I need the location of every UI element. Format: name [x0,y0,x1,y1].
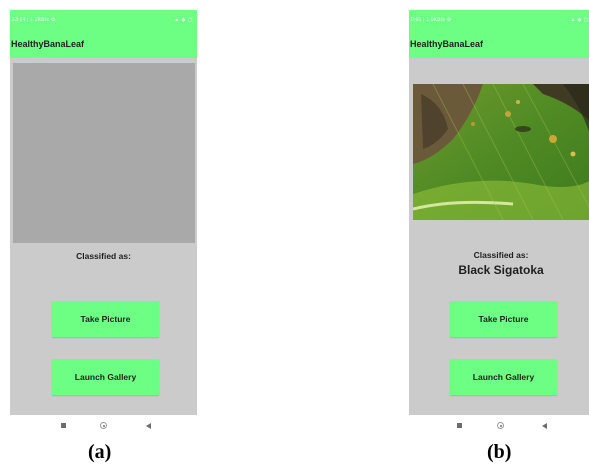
phone-screen-b: 0:01 | 1.0KB/s ⚙ ▲ ◆ ▢ HealthyBanaLeaf [409,10,589,438]
classified-label: Classified as: [76,251,131,261]
image-preview-empty [13,63,195,243]
leaf-photo [413,84,589,220]
classified-label: Classified as: [473,250,529,260]
launch-gallery-button[interactable]: Launch Gallery [450,359,557,395]
back-icon[interactable] [542,423,547,429]
app-title: HealthyBanaLeaf [11,39,85,49]
recents-icon[interactable] [457,423,462,428]
app-title: HealthyBanaLeaf [410,39,484,49]
app-bar: HealthyBanaLeaf [10,34,197,58]
caption-a: (a) [88,441,112,463]
caption-b: (b) [487,441,512,463]
phone-screen-a: 23:14 | 1.2KB/s ⚙ ▲ ◆ ▢ HealthyBanaLeaf … [10,10,197,438]
navigation-bar [409,415,589,438]
recents-icon[interactable] [61,423,66,428]
back-icon[interactable] [146,423,151,429]
home-icon[interactable] [100,422,107,429]
take-picture-button[interactable]: Take Picture [52,301,159,337]
status-bar-time: 0:01 | 1.0KB/s ⚙ [411,17,452,23]
home-icon[interactable] [497,422,504,429]
take-picture-button[interactable]: Take Picture [450,301,557,337]
app-bar: HealthyBanaLeaf [409,34,589,58]
main-content: Classified as: Black Sigatoka Take Pictu… [409,58,589,415]
status-bar: 23:14 | 1.2KB/s ⚙ ▲ ◆ ▢ [10,10,197,34]
classification-result: Black Sigatoka [458,263,544,277]
status-bar-time: 23:14 | 1.2KB/s ⚙ [12,17,56,23]
status-bar-icons: ▲ ◆ ▢ [570,17,589,23]
status-bar: 0:01 | 1.0KB/s ⚙ ▲ ◆ ▢ [409,10,589,34]
main-content: Classified as: Take Picture Launch Galle… [10,58,197,415]
status-bar-icons: ▲ ◆ ▢ [174,17,193,23]
navigation-bar [10,415,197,438]
launch-gallery-button[interactable]: Launch Gallery [52,359,159,395]
banana-leaf-image [413,84,589,220]
